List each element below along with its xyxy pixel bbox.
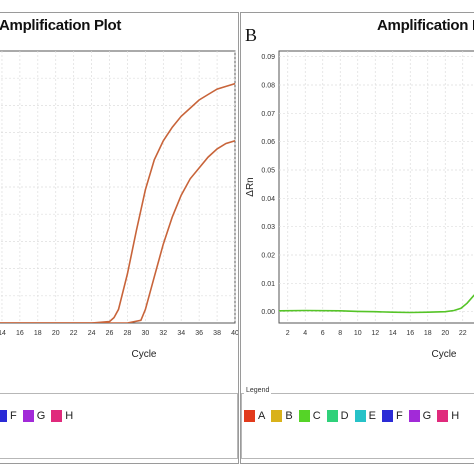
legend-label: B (285, 410, 293, 422)
y-tick-label: 0.00 (261, 309, 275, 316)
y-tick-label: 0.09 (261, 54, 275, 61)
plot-title: Amplification Plot (0, 17, 122, 34)
legend-swatch (0, 410, 7, 422)
panel-b: B Amplification Plot 2468101214161820222… (240, 12, 474, 464)
x-tick-label: 2 (286, 330, 290, 337)
series-line (0, 140, 235, 323)
legend-label: A (258, 410, 266, 422)
x-tick-label: 20 (441, 330, 449, 337)
y-tick-label: 0.07 (261, 111, 275, 118)
amplification-plot-b: 246810121416182022240.000.010.020.030.04… (245, 50, 474, 360)
x-tick-label: 22 (459, 330, 467, 337)
legend-swatch (244, 410, 255, 422)
y-tick-label: 0.01 (261, 281, 275, 288)
y-tick-label: 0.04 (261, 196, 275, 203)
legend-swatch (354, 410, 366, 422)
legend-label: E (368, 410, 376, 422)
legend-item-f: F (0, 410, 17, 422)
x-tick-label: 20 (52, 330, 60, 337)
x-tick-label: 10 (354, 330, 362, 337)
panel-letter: B (245, 25, 258, 45)
x-axis-label: Cycle (131, 349, 156, 360)
legend-item-f: F (381, 410, 403, 422)
x-tick-label: 22 (70, 330, 78, 337)
legend-swatch (408, 410, 420, 422)
legend-label: G (36, 410, 46, 422)
x-tick-label: 14 (389, 330, 397, 337)
legend-label: D (340, 410, 349, 422)
legend-row-b: A B C D E F G H (244, 410, 465, 422)
y-axis-label: ΔRn (245, 177, 256, 196)
legend-item-e: E (354, 410, 376, 422)
x-tick-label: 38 (213, 330, 221, 337)
x-tick-label: 14 (0, 330, 6, 337)
legend-label: G (422, 410, 432, 422)
legend-swatch (51, 410, 63, 422)
legend-item-c: C (298, 410, 321, 422)
legend-swatch (22, 410, 34, 422)
legend-label: H (451, 410, 460, 422)
legend-label: F (395, 410, 403, 422)
legend-item-a: A (244, 410, 265, 422)
legend-item-h: H (51, 410, 73, 422)
legend-label: F (10, 410, 17, 422)
y-tick-label: 0.08 (261, 83, 275, 90)
x-tick-label: 28 (124, 330, 132, 337)
x-tick-label: 16 (16, 330, 24, 337)
legend-swatch (437, 410, 449, 422)
x-tick-label: 12 (371, 330, 379, 337)
y-tick-label: 0.05 (261, 168, 275, 175)
series-line (0, 82, 235, 323)
legend-label: C (312, 410, 321, 422)
x-axis-label: Cycle (431, 349, 456, 360)
x-tick-label: 26 (106, 330, 114, 337)
amplification-plot-a: 14 16 18 20 22 24 26 28 30 32 34 36 38 40 Cycle (0, 50, 239, 360)
x-tick-label: 18 (34, 330, 42, 337)
x-tick-label: 34 (177, 330, 185, 337)
plot-title: Amplification Plot (377, 17, 474, 34)
x-tick-label: 18 (424, 330, 432, 337)
y-tick-label: 0.03 (261, 224, 275, 231)
x-tick-label: 8 (338, 330, 342, 337)
legend-item-b: B (271, 410, 293, 422)
x-tick-label: 4 (303, 330, 307, 337)
x-tick-label: 32 (159, 330, 167, 337)
legend-item-g: G (408, 410, 432, 422)
y-tick-label: 0.02 (261, 253, 275, 260)
x-tick-label: 30 (141, 330, 149, 337)
legend-swatch (298, 410, 310, 422)
x-tick-label: 40 (231, 330, 239, 337)
legend-label: H (65, 410, 74, 422)
legend-swatch (381, 410, 393, 422)
legend-item-g: G (22, 410, 46, 422)
x-tick-label: 36 (195, 330, 203, 337)
legend-title: Legend (244, 387, 272, 394)
x-tick-label: 6 (321, 330, 325, 337)
legend-swatch (326, 410, 338, 422)
legend-item-h: H (437, 410, 459, 422)
plot-area (278, 50, 474, 324)
x-tick-label: 24 (88, 330, 96, 337)
y-tick-label: 0.06 (261, 139, 275, 146)
x-tick-label: 16 (406, 330, 414, 337)
legend-box-a: F G H (0, 393, 238, 459)
legend-box-b: Legend A B C D E F G H (241, 387, 474, 459)
legend-item-d: D (326, 410, 349, 422)
legend-swatch (271, 410, 283, 422)
legend-row-a: F G H (0, 410, 79, 422)
panel-a: Amplification Plot 14 16 18 20 22 24 26 28 30 32 3… (0, 12, 239, 464)
series-line (279, 294, 474, 314)
